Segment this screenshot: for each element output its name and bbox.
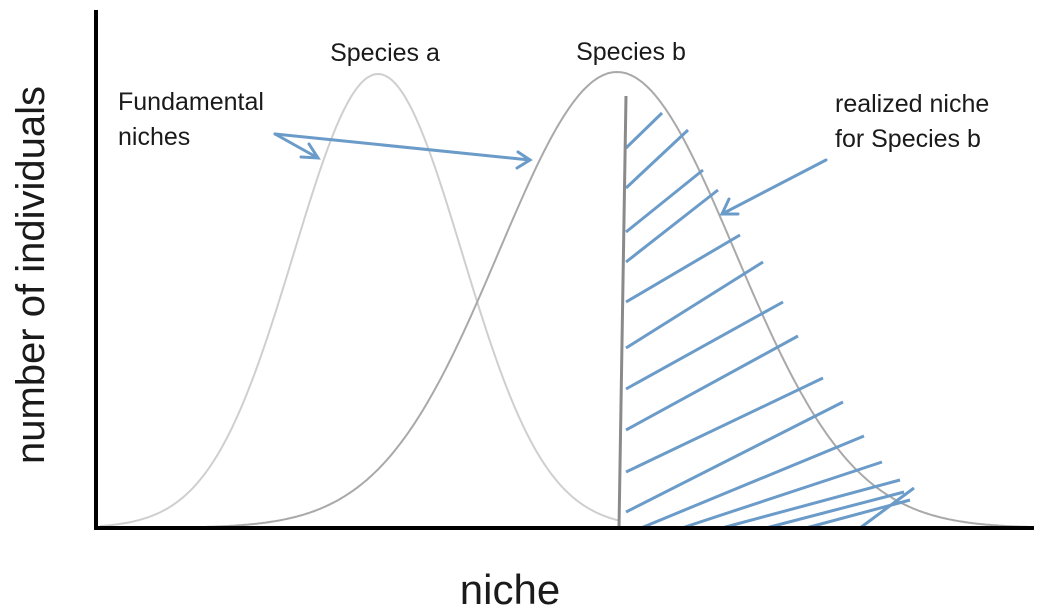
fundamental-niches-label-line1: Fundamental <box>118 88 264 116</box>
hatch-line <box>721 478 901 530</box>
arrow-to-species-a <box>273 132 320 160</box>
hatch-line <box>859 486 915 530</box>
arrowhead-species-b <box>515 150 533 170</box>
species-a-curve <box>99 72 621 528</box>
realized-niche-boundary <box>617 95 628 529</box>
hatch-line <box>625 188 719 264</box>
realized-niche-hatching <box>624 111 915 530</box>
realized-niche-arrow <box>719 158 828 216</box>
hatch-line <box>625 376 824 474</box>
hatch-line <box>681 460 883 530</box>
hatch-line <box>625 233 741 304</box>
hatch-line <box>624 111 664 150</box>
hatch-line <box>765 490 905 530</box>
hatch-line <box>625 400 844 514</box>
arrowhead-species-a <box>299 142 321 160</box>
species-b-curve <box>204 70 1031 528</box>
arrow-to-realized-niche <box>720 158 828 216</box>
hatch-line <box>640 434 865 530</box>
y-axis-label: number of individuals <box>9 86 53 464</box>
species-b-label: Species b <box>576 38 686 66</box>
fundamental-niche-arrows <box>273 132 533 170</box>
arrowhead-realized-niche <box>719 197 740 216</box>
hatch-line <box>625 334 799 432</box>
arrow-to-species-b <box>273 132 532 162</box>
hatch-line <box>624 128 690 190</box>
hatch-line <box>625 300 784 391</box>
realized-niche-label-line2: for Species b <box>835 125 981 153</box>
hatch-line <box>625 168 704 234</box>
fundamental-niches-label-line2: niches <box>118 123 190 151</box>
x-axis-label: niche <box>460 566 560 613</box>
hatch-line <box>625 260 764 350</box>
species-a-label: Species a <box>330 39 440 67</box>
realized-niche-label-line1: realized niche <box>835 90 989 118</box>
